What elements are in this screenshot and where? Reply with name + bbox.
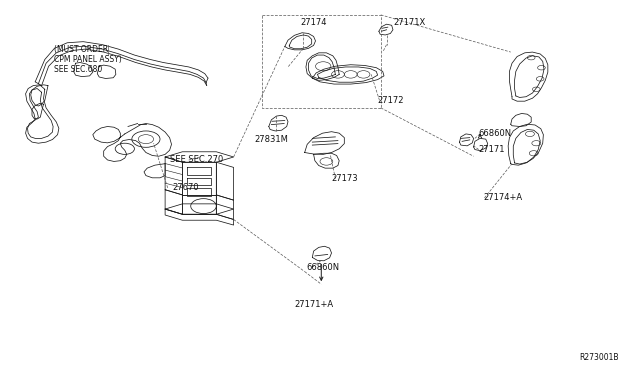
Text: 27831M: 27831M [254,135,288,144]
Text: 27171X: 27171X [394,18,426,27]
Text: 27670: 27670 [173,183,200,192]
Text: 27174: 27174 [301,18,327,27]
Text: 27171+A: 27171+A [294,300,333,309]
Text: (MUST ORDER
CPM PANEL ASSY)
SEE SEC.680: (MUST ORDER CPM PANEL ASSY) SEE SEC.680 [54,45,122,74]
Text: SEE SEC.270: SEE SEC.270 [170,155,223,164]
Text: 27173: 27173 [332,174,358,183]
Text: 66860N: 66860N [479,129,512,138]
Text: 27171: 27171 [479,145,505,154]
Text: R273001B: R273001B [579,353,619,362]
Text: 66860N: 66860N [306,263,339,272]
Text: 27172: 27172 [378,96,404,105]
Text: 27174+A: 27174+A [483,193,522,202]
